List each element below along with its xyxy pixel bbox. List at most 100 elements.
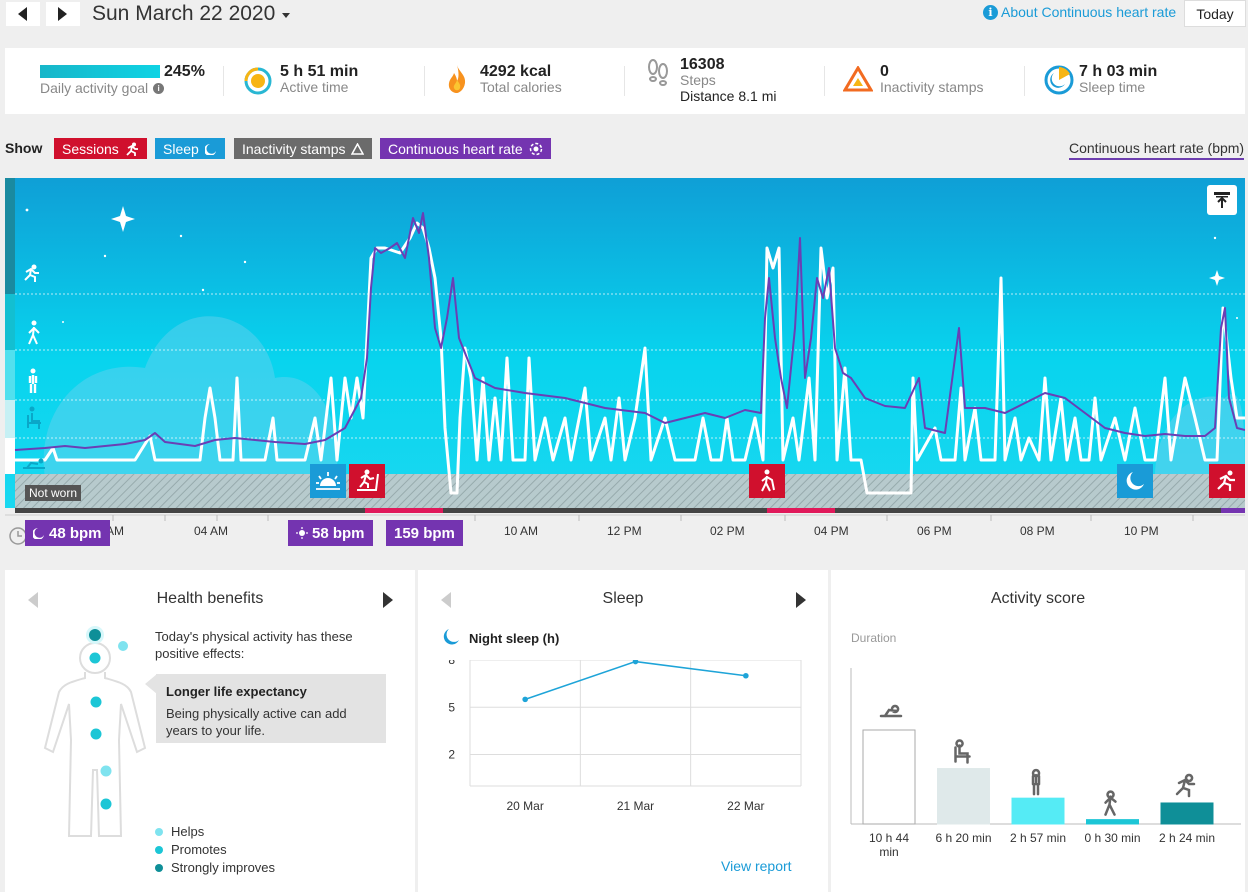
sleep-point[interactable]: [522, 696, 528, 703]
previous-card-button[interactable]: [441, 592, 455, 608]
sleep-line: [524, 660, 746, 701]
steps-value: 16308: [680, 56, 725, 73]
time-tick: 10 AM: [504, 524, 539, 538]
benefit-title: Longer life expectancy: [166, 684, 307, 699]
treadmill-session-marker[interactable]: [349, 464, 385, 498]
moon-icon: [1126, 472, 1144, 490]
steps-stat[interactable]: 16308 Steps Distance 8.1 mi: [645, 48, 825, 114]
walking-icon: [761, 469, 775, 492]
sleep-panel-title: Sleep: [602, 590, 644, 607]
session-segment[interactable]: [767, 508, 835, 513]
heart-rate-icon: [529, 142, 542, 155]
benefit-point[interactable]: [100, 798, 112, 810]
next-card-button[interactable]: [796, 592, 810, 608]
running-icon: [126, 142, 138, 156]
benefit-point[interactable]: [90, 728, 102, 740]
benefit-point[interactable]: [118, 641, 128, 651]
treadmill-icon: [357, 469, 379, 491]
benefit-point[interactable]: [100, 765, 112, 777]
activity-goal-stat[interactable]: 245% Daily activity goal i: [5, 48, 215, 114]
activity-timeline-chart: Not worn AM 04 AM 10 AM 12 PM 02 PM 04 P…: [5, 178, 1245, 550]
sleep-time-label: Sleep time: [1079, 79, 1146, 95]
benefit-point[interactable]: [89, 652, 101, 664]
bar-label: 0 h 30 min: [1084, 831, 1140, 845]
legend-promotes: Promotes: [155, 842, 227, 857]
footprints-icon: [648, 59, 668, 86]
wake-up-marker[interactable]: [310, 464, 346, 498]
time-tick: 06 PM: [917, 524, 952, 538]
steps-label: Steps: [680, 72, 716, 88]
x-tick-label: 20 Mar: [506, 799, 543, 813]
x-tick-label: 22 Mar: [727, 799, 764, 813]
today-button[interactable]: Today: [1184, 0, 1246, 27]
body-figure: [43, 626, 147, 837]
sleep-clock-icon: [1044, 65, 1074, 95]
duration-bar[interactable]: [862, 729, 916, 825]
duration-bar[interactable]: [1160, 802, 1214, 825]
benefit-point[interactable]: [89, 629, 101, 641]
time-tick: 02 PM: [710, 524, 745, 538]
running-session-marker[interactable]: [1209, 464, 1245, 498]
sleep-time-value: 7 h 03 min: [1079, 63, 1158, 80]
sleep-time-stat[interactable]: 7 h 03 min Sleep time: [1043, 48, 1233, 114]
total-calories-stat[interactable]: 4292 kcal Total calories: [445, 48, 625, 114]
bar-label: 2 h 24 min: [1159, 831, 1215, 845]
active-time-stat[interactable]: 5 h 51 min Active time: [242, 48, 422, 114]
duration-bar[interactable]: [1011, 797, 1065, 825]
max-bpm-marker[interactable]: 159 bpm: [386, 520, 463, 546]
legend-swatch: [155, 827, 163, 836]
activity-goal-label: Daily activity goal: [40, 80, 149, 96]
date-title: Sun March 22 2020: [92, 2, 276, 25]
view-report-link[interactable]: View report: [721, 858, 792, 874]
calories-value: 4292 kcal: [480, 63, 552, 80]
previous-day-button[interactable]: [6, 2, 40, 26]
sleep-point[interactable]: [743, 672, 749, 679]
duration-bar[interactable]: [1086, 819, 1139, 825]
max-bpm-value: 159 bpm: [394, 524, 455, 542]
top-bar: Sun March 22 2020 i About Continuous hea…: [0, 0, 1248, 30]
time-tick: AM: [106, 524, 124, 538]
benefit-text: Being physically active can add years to…: [166, 706, 347, 738]
session-segment[interactable]: [365, 508, 443, 513]
activity-score-title: Activity score: [990, 590, 1086, 607]
sessions-toggle[interactable]: Sessions: [54, 138, 147, 159]
continuous-heart-rate-tab[interactable]: Continuous heart rate (bpm): [1069, 140, 1245, 160]
benefit-point[interactable]: [90, 696, 102, 708]
health-benefits-title: Health benefits: [156, 590, 264, 607]
not-worn-area: [15, 474, 1245, 508]
next-day-button[interactable]: [46, 2, 80, 26]
previous-card-button[interactable]: [28, 592, 42, 608]
activity-type-icon: [1175, 773, 1196, 798]
about-continuous-heart-rate-link[interactable]: i About Continuous heart rate: [983, 4, 1176, 20]
night-sleep-chart: 2 5 8 20 Mar 21 Mar 22 Mar: [448, 660, 802, 813]
walking-session-marker[interactable]: [749, 464, 785, 498]
info-icon: i: [983, 4, 998, 20]
benefit-callout: Longer life expectancy Being physically …: [156, 674, 386, 743]
timeline-strip: [15, 508, 1245, 513]
inactivity-stamps-toggle[interactable]: Inactivity stamps: [234, 138, 373, 159]
inactivity-stamps-stat[interactable]: 0 Inactivity stamps: [843, 48, 1023, 114]
session-segment[interactable]: [1221, 508, 1245, 513]
resting-bpm-value: 58 bpm: [312, 524, 365, 542]
duration-bar[interactable]: [937, 768, 990, 825]
health-intro-text: Today's physical activity has these posi…: [155, 629, 353, 661]
moon-icon: [443, 629, 459, 645]
sleep-point[interactable]: [632, 660, 639, 665]
legend-label: Promotes: [171, 842, 227, 857]
resting-bpm-marker[interactable]: 58 bpm: [288, 520, 373, 546]
info-icon[interactable]: i: [153, 82, 165, 94]
continuous-heart-rate-toggle[interactable]: Continuous heart rate: [380, 138, 551, 159]
export-button[interactable]: [1207, 185, 1237, 215]
sleep-start-marker[interactable]: [1117, 464, 1153, 498]
bar-label: min: [879, 845, 898, 859]
time-axis-ticks: [112, 515, 1194, 521]
triangle-right-icon: [58, 7, 67, 21]
bar-label: 6 h 20 min: [935, 831, 991, 845]
min-bpm-marker[interactable]: 48 bpm: [25, 520, 110, 546]
date-selector[interactable]: Sun March 22 2020: [92, 2, 291, 26]
sleep-toggle[interactable]: Sleep: [155, 138, 225, 159]
next-card-button[interactable]: [383, 592, 397, 608]
y-tick-label: 5: [448, 700, 455, 714]
sleep-toggle-label: Sleep: [163, 140, 199, 157]
